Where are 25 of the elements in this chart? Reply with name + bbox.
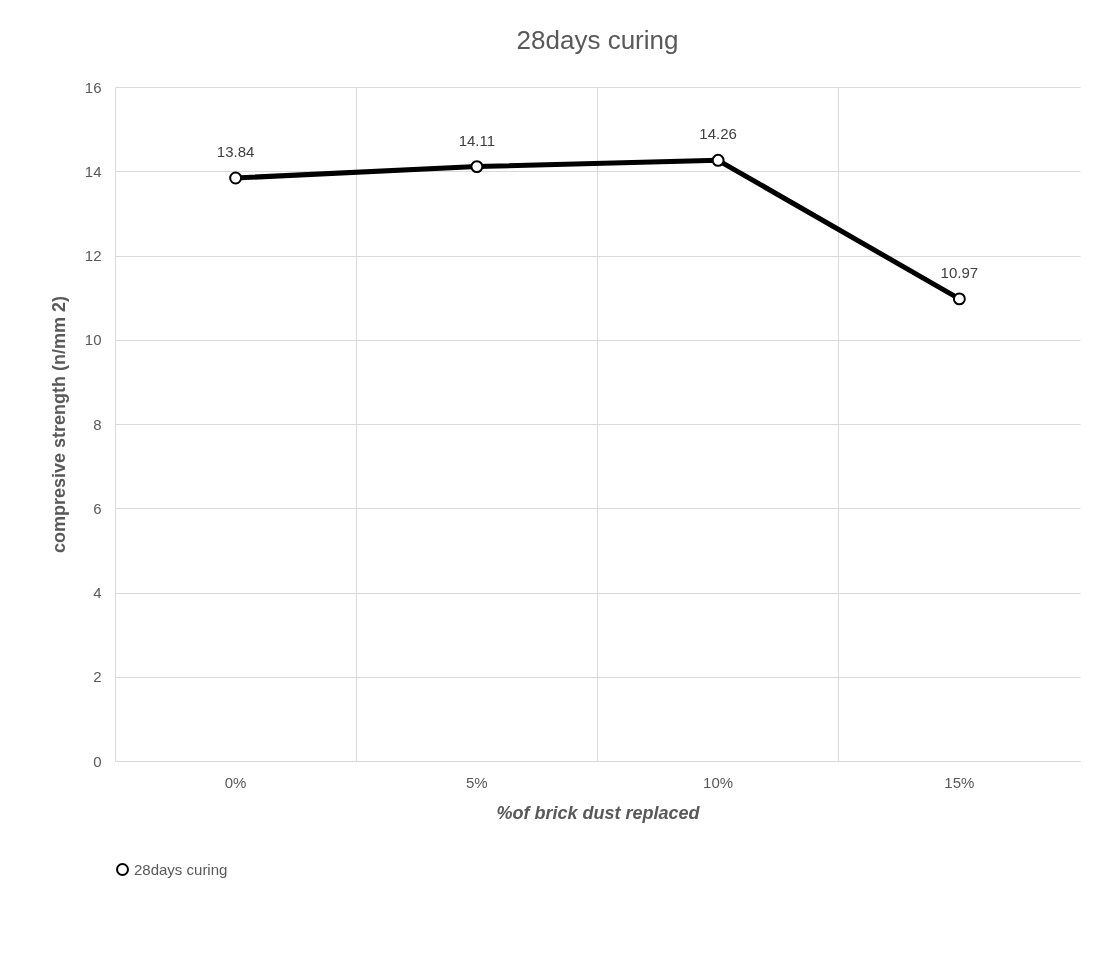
point — [711, 153, 725, 167]
y-tick-label: 0 — [93, 752, 102, 770]
point — [952, 292, 966, 306]
x-tick-label: 10% — [703, 773, 734, 791]
y-tick-label: 6 — [93, 499, 102, 517]
y-tick-label: 2 — [93, 668, 102, 686]
x-axis-title: %of brick dust replaced — [496, 802, 701, 823]
y-tick-label: 12 — [84, 247, 102, 264]
data-label: 14.11 — [458, 131, 496, 149]
chart-title: 28days curing — [516, 25, 679, 55]
x-tick-label: 5% — [466, 773, 488, 791]
y-tick-label: 10 — [84, 331, 102, 349]
x-tick-label: 15% — [944, 773, 975, 791]
data-label: 13.84 — [216, 142, 255, 160]
y-tick-label: 4 — [93, 584, 102, 601]
point — [229, 171, 243, 185]
legend-label: 28days curing — [134, 860, 228, 878]
y-tick-label: 14 — [84, 162, 102, 180]
y-tick-label: 16 — [84, 78, 102, 96]
data-label: 14.26 — [699, 125, 737, 143]
data-label: 10.97 — [940, 263, 979, 281]
y-axis-title: compresive strength (n/mm 2) — [48, 295, 69, 554]
y-tick-label: 8 — [93, 415, 102, 433]
x-tick-label: 0% — [224, 773, 247, 791]
point — [470, 160, 484, 174]
